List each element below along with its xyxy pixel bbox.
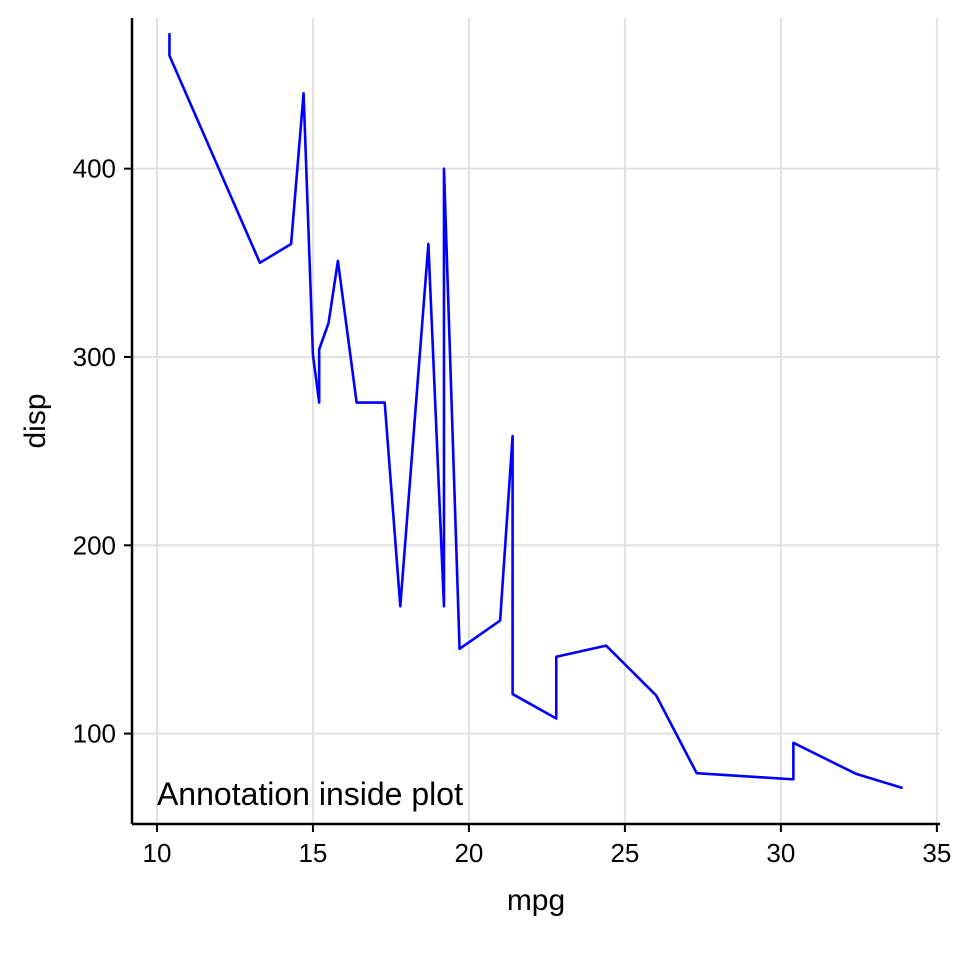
y-tick-label: 200 [73, 530, 116, 560]
series-line [168, 33, 903, 790]
y-tick-label: 400 [73, 154, 116, 184]
ticks: 10 15 20 25 30 35 100 200 300 400 [73, 154, 952, 868]
plot-annotation: Annotation inside plot [157, 776, 463, 812]
x-tick-label: 30 [766, 838, 795, 868]
gridlines [132, 18, 940, 824]
x-tick-label: 35 [922, 838, 951, 868]
y-tick-label: 100 [73, 719, 116, 749]
series-layer [168, 33, 903, 790]
x-tick-label: 15 [298, 838, 327, 868]
axes [130, 18, 940, 826]
x-tick-label: 25 [610, 838, 639, 868]
x-tick-label: 10 [142, 838, 171, 868]
x-axis-title: mpg [507, 884, 565, 917]
y-axis-title: disp [19, 393, 52, 448]
annotations: Annotation inside plot [157, 776, 463, 812]
y-tick-label: 300 [73, 342, 116, 372]
x-tick-label: 20 [454, 838, 483, 868]
